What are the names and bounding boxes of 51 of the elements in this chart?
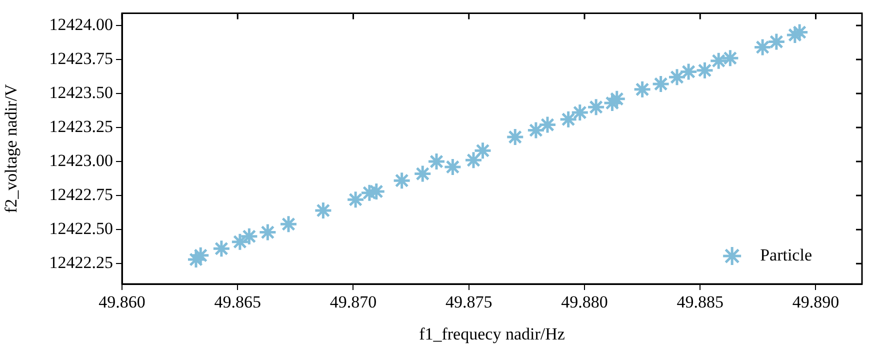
point [413,164,432,184]
point [314,201,332,220]
y-tick-label: 12423.75 [49,48,113,68]
point [506,128,524,146]
point [786,26,804,44]
x-tick-label: 49.875 [446,292,492,312]
point [570,103,590,122]
point [240,227,258,246]
point [652,74,670,94]
point [191,246,210,265]
point [767,32,786,52]
point [753,38,772,56]
point [586,98,606,116]
point [186,250,206,269]
x-tick-label: 49.860 [98,292,146,312]
point [633,80,652,99]
point [212,239,231,258]
x-axis-title: f1_frequecy nadir/Hz [419,324,566,344]
point [392,171,412,190]
point [696,61,714,80]
point [258,223,277,242]
point [679,62,698,81]
x-tick-label: 49.870 [330,292,377,312]
y-axis-title: f2_voltage nadir/V [2,83,21,214]
point [474,141,492,160]
point [279,214,298,234]
point [346,190,365,209]
x-tick-label: 49.885 [676,292,724,312]
x-tick-label: 49.890 [792,292,840,312]
y-tick-label: 12422.25 [49,253,113,272]
point [559,110,578,129]
point [230,232,250,252]
x-tick-label: 49.865 [214,292,261,312]
y-tick-label: 12424.00 [49,14,113,34]
point [709,52,728,70]
point [526,120,546,140]
y-tick-label: 12423.00 [49,150,113,170]
point [603,94,622,112]
legend-label: Particle [760,245,812,264]
point [464,150,483,170]
point [538,116,557,134]
y-tick-label: 12422.50 [49,219,113,238]
point [720,48,740,68]
point [668,68,686,86]
x-tick-label: 49.880 [561,292,608,312]
y-tick-label: 12422.75 [49,185,113,204]
point [427,152,446,171]
y-tick-label: 12423.50 [49,82,113,102]
y-tick-label: 12423.25 [49,116,113,136]
point [608,90,626,108]
point [443,158,462,176]
